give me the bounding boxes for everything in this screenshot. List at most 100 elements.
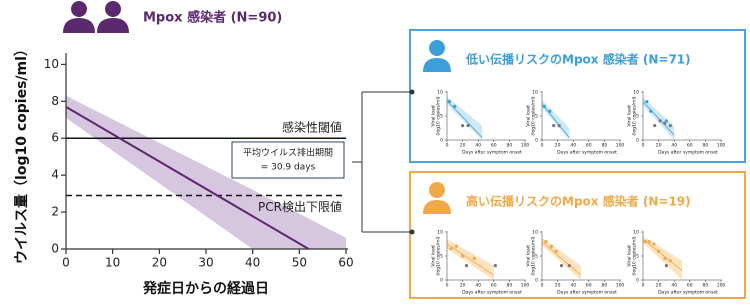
x-tick-label: 60 (338, 256, 353, 270)
x-tick-label: 80 (602, 143, 608, 149)
y-axis-label: Viral load (627, 245, 633, 266)
y-tick-label: 5 (535, 254, 538, 260)
axis-line (446, 231, 526, 281)
data-point (652, 242, 656, 246)
x-tick-label: 10 (105, 256, 120, 270)
confidence-band (66, 95, 346, 250)
y-tick-label: 0 (51, 242, 59, 256)
axis-line (541, 91, 621, 141)
x-tick-label: 0 (642, 143, 645, 149)
mean-line (65, 105, 310, 250)
y-tick-label: 4 (51, 168, 59, 182)
y-axis-label: (log10 copies/ml) (632, 236, 638, 275)
y-tick-label: 10 (437, 90, 443, 96)
data-point (664, 264, 669, 268)
x-axis-label: 発症日からの経過日 (142, 280, 269, 297)
y-tick-label: 6 (51, 131, 59, 145)
x-tick-label: 80 (507, 143, 513, 149)
x-tick-label: 0 (642, 283, 645, 289)
x-tick-label: 20 (555, 143, 561, 149)
x-tick-label: 0 (446, 143, 449, 149)
y-axis-label: Viral load (526, 105, 532, 126)
connector (352, 91, 412, 233)
axis-line (642, 91, 722, 141)
y-tick-label: 10 (437, 230, 443, 236)
group-title: 低い伝播リスクのMpox 感染者 (N=71) (465, 52, 691, 67)
data-point (466, 124, 470, 128)
y-tick-label: 5 (440, 254, 443, 260)
group-title: 高い伝播リスクのMpox 感染者 (N=19) (466, 194, 691, 209)
y-axis-label: Viral load (431, 105, 437, 126)
x-tick-label: 40 (671, 283, 677, 289)
threshold-label: 感染性閾値 (282, 120, 342, 135)
x-tick-label: 20 (555, 283, 561, 289)
x-tick-label: 40 (475, 143, 481, 149)
data-point (544, 240, 548, 244)
y-axis-label: Viral load (526, 245, 532, 266)
x-tick-label: 0 (541, 143, 544, 149)
y-tick-label: 5 (440, 114, 443, 120)
connector-dot (409, 229, 415, 235)
data-point (645, 100, 649, 104)
x-tick-label: 0 (446, 283, 449, 289)
y-tick-label: 0 (440, 138, 443, 144)
data-point (649, 109, 653, 113)
data-point (552, 124, 556, 128)
confidence-band (542, 100, 570, 140)
x-axis-label: Days after symptom onset (557, 290, 617, 296)
confidence-band (447, 96, 483, 140)
data-point (464, 264, 469, 268)
x-tick-label: 80 (602, 283, 608, 289)
y-tick-label: 5 (535, 114, 538, 120)
low-risk-box (409, 29, 746, 163)
y-tick-label: 10 (44, 57, 59, 71)
data-point (663, 256, 667, 260)
x-tick-label: 60 (687, 283, 693, 289)
x-tick-label: 100 (616, 143, 625, 149)
y-axis-label: (log10 copies/ml) (436, 96, 442, 135)
data-point (657, 249, 661, 253)
x-axis-label: Days after symptom onset (658, 290, 718, 296)
x-tick-label: 0 (62, 256, 70, 270)
x-tick-label: 40 (570, 283, 576, 289)
data-point (658, 119, 662, 123)
person-icon (423, 40, 451, 72)
y-tick-label: 10 (633, 230, 639, 236)
data-point (461, 124, 465, 128)
annotation: = 30.9 days (261, 163, 316, 173)
data-point (653, 124, 657, 128)
axis-line (642, 231, 722, 281)
x-axis-label: Days after symptom onset (462, 150, 522, 156)
x-tick-label: 100 (521, 143, 530, 149)
annotation: 平均ウイルス排出期間 (243, 147, 333, 159)
x-tick-label: 60 (491, 143, 497, 149)
y-tick-label: 5 (636, 114, 639, 120)
y-tick-label: 5 (636, 254, 639, 260)
x-tick-label: 100 (616, 283, 625, 289)
y-axis-label: (log10 copies/ml) (531, 96, 537, 135)
x-tick-label: 80 (703, 143, 709, 149)
data-point (559, 264, 564, 268)
x-tick-label: 20 (460, 283, 466, 289)
x-tick-label: 20 (152, 256, 167, 270)
y-tick-label: 0 (636, 138, 639, 144)
y-axis-label: Viral load (627, 105, 633, 126)
x-tick-label: 20 (460, 143, 466, 149)
axis-line (65, 53, 348, 250)
y-axis-label: ウイルス量（log10 copies/ml） (14, 42, 30, 264)
data-point (549, 244, 553, 248)
y-tick-label: 0 (636, 278, 639, 284)
fit-line (446, 243, 495, 276)
connector-dot (409, 89, 415, 95)
x-tick-label: 60 (586, 143, 592, 149)
x-tick-label: 20 (656, 143, 662, 149)
y-axis-label: Viral load (431, 245, 437, 266)
x-tick-label: 60 (491, 283, 497, 289)
x-tick-label: 40 (671, 143, 677, 149)
y-tick-label: 0 (535, 138, 538, 144)
fit-line (446, 100, 483, 138)
data-point (557, 124, 561, 128)
x-tick-label: 100 (521, 283, 530, 289)
y-tick-label: 0 (440, 278, 443, 284)
